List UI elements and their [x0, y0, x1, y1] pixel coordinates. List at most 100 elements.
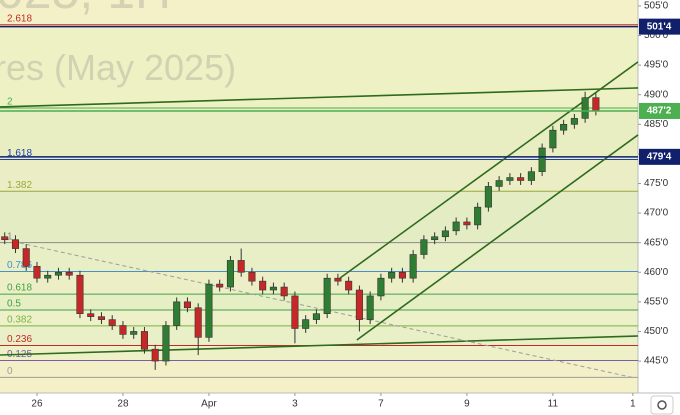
candle-body: [366, 295, 374, 320]
candle-body: [484, 186, 492, 208]
candle-body: [1, 236, 9, 241]
y-tick-label: 455'0: [644, 296, 669, 307]
y-tick-label: 475'0: [644, 178, 669, 189]
settings-icon[interactable]: [657, 400, 667, 410]
y-tick-label: 490'0: [644, 89, 669, 100]
candle-body: [108, 319, 116, 326]
y-tick-label: 445'0: [644, 356, 669, 367]
candle-body: [441, 230, 449, 238]
fib-label: 1.382: [7, 180, 32, 191]
candle-body: [97, 316, 105, 320]
candle-body: [183, 301, 191, 309]
candle-body: [527, 171, 535, 181]
x-tick-label: 9: [464, 399, 470, 410]
y-tick-label: 495'0: [644, 60, 669, 71]
fib-band: [0, 108, 638, 160]
candle-body: [302, 319, 310, 329]
fib-label: 2: [7, 97, 13, 108]
x-tick-label: 28: [117, 399, 129, 410]
candle-body: [65, 271, 73, 276]
y-tick-label: 500'0: [644, 30, 669, 41]
candle-body: [11, 239, 20, 249]
candle-body: [506, 177, 514, 181]
fib-label: 0.618: [7, 283, 32, 294]
y-tick-label: 470'0: [644, 208, 669, 219]
watermark: 025, 1H: [0, 0, 171, 19]
price-marker: [639, 102, 680, 119]
x-tick-label: 3: [292, 399, 298, 410]
trendline: [356, 134, 639, 341]
candle-body: [388, 271, 396, 279]
candle-body: [474, 206, 482, 226]
watermark: res (May 2025): [0, 47, 236, 88]
y-tick-label: 450'0: [644, 326, 669, 337]
candle-body: [173, 301, 181, 326]
fib-label: 0: [7, 366, 13, 377]
candle-body: [33, 266, 41, 279]
y-tick-label: 505'0: [644, 1, 669, 12]
fib-band: [0, 325, 638, 346]
candle-body: [140, 331, 148, 350]
candle-body: [377, 277, 385, 297]
candle-body: [398, 271, 406, 279]
price-marker: [639, 148, 680, 165]
settings-button[interactable]: [650, 395, 674, 415]
y-tick-label: 485'0: [644, 119, 669, 130]
candle-body: [431, 236, 439, 241]
candle-body: [355, 289, 363, 320]
candle-body: [592, 97, 600, 112]
y-tick-label: 460'0: [644, 267, 669, 278]
candle-body: [495, 180, 503, 187]
candle-body: [549, 129, 557, 149]
x-tick-label: 1: [630, 399, 636, 410]
fib-band: [0, 242, 638, 272]
candle-body: [87, 313, 95, 317]
candle-body: [269, 286, 277, 291]
candle-body: [54, 271, 62, 276]
price-marker: [639, 18, 680, 35]
candle-body: [312, 313, 320, 320]
candle-body: [162, 325, 170, 362]
fib-label: 0.5: [7, 299, 21, 310]
candle-body: [205, 283, 213, 338]
fib-label: 0.236: [7, 334, 32, 345]
candle-body: [280, 286, 288, 297]
x-tick-label: Apr: [201, 399, 217, 410]
candle-body: [420, 239, 428, 255]
trendline: [0, 335, 639, 356]
price-marker-label: 479'4: [647, 151, 672, 162]
fib-label: 1.618: [7, 148, 32, 159]
candle-body: [248, 271, 256, 282]
fib-band: [0, 191, 638, 243]
candle-body: [216, 283, 224, 288]
candle-body: [581, 97, 589, 119]
candle-body: [463, 221, 471, 226]
candle-body: [194, 307, 202, 338]
candle-body: [259, 280, 267, 291]
price-axis: [638, 0, 680, 415]
fib-band: [0, 345, 638, 361]
x-tick-label: 26: [31, 399, 43, 410]
candle-body: [345, 280, 353, 291]
candle-body: [570, 118, 578, 125]
candle-body: [323, 277, 331, 314]
fib-band: [0, 271, 638, 295]
price-marker-label: 487'2: [647, 106, 672, 117]
y-tick-label: 465'0: [644, 237, 669, 248]
candle-body: [119, 325, 127, 335]
fib-label: 1: [7, 231, 13, 242]
candle-body: [517, 177, 525, 181]
candle-body: [291, 295, 299, 329]
fib-label: 0.382: [7, 315, 32, 326]
fib-band: [0, 360, 638, 378]
candle-body: [76, 274, 84, 314]
fib-label: 2.618: [7, 13, 32, 24]
candle-body: [151, 348, 159, 362]
trendline: [0, 87, 639, 108]
price-marker-label: 501'4: [647, 21, 672, 32]
candle-body: [22, 248, 30, 267]
time-axis: [0, 393, 680, 415]
fib-label: 0.786: [7, 260, 32, 271]
fib-band: [0, 294, 638, 310]
